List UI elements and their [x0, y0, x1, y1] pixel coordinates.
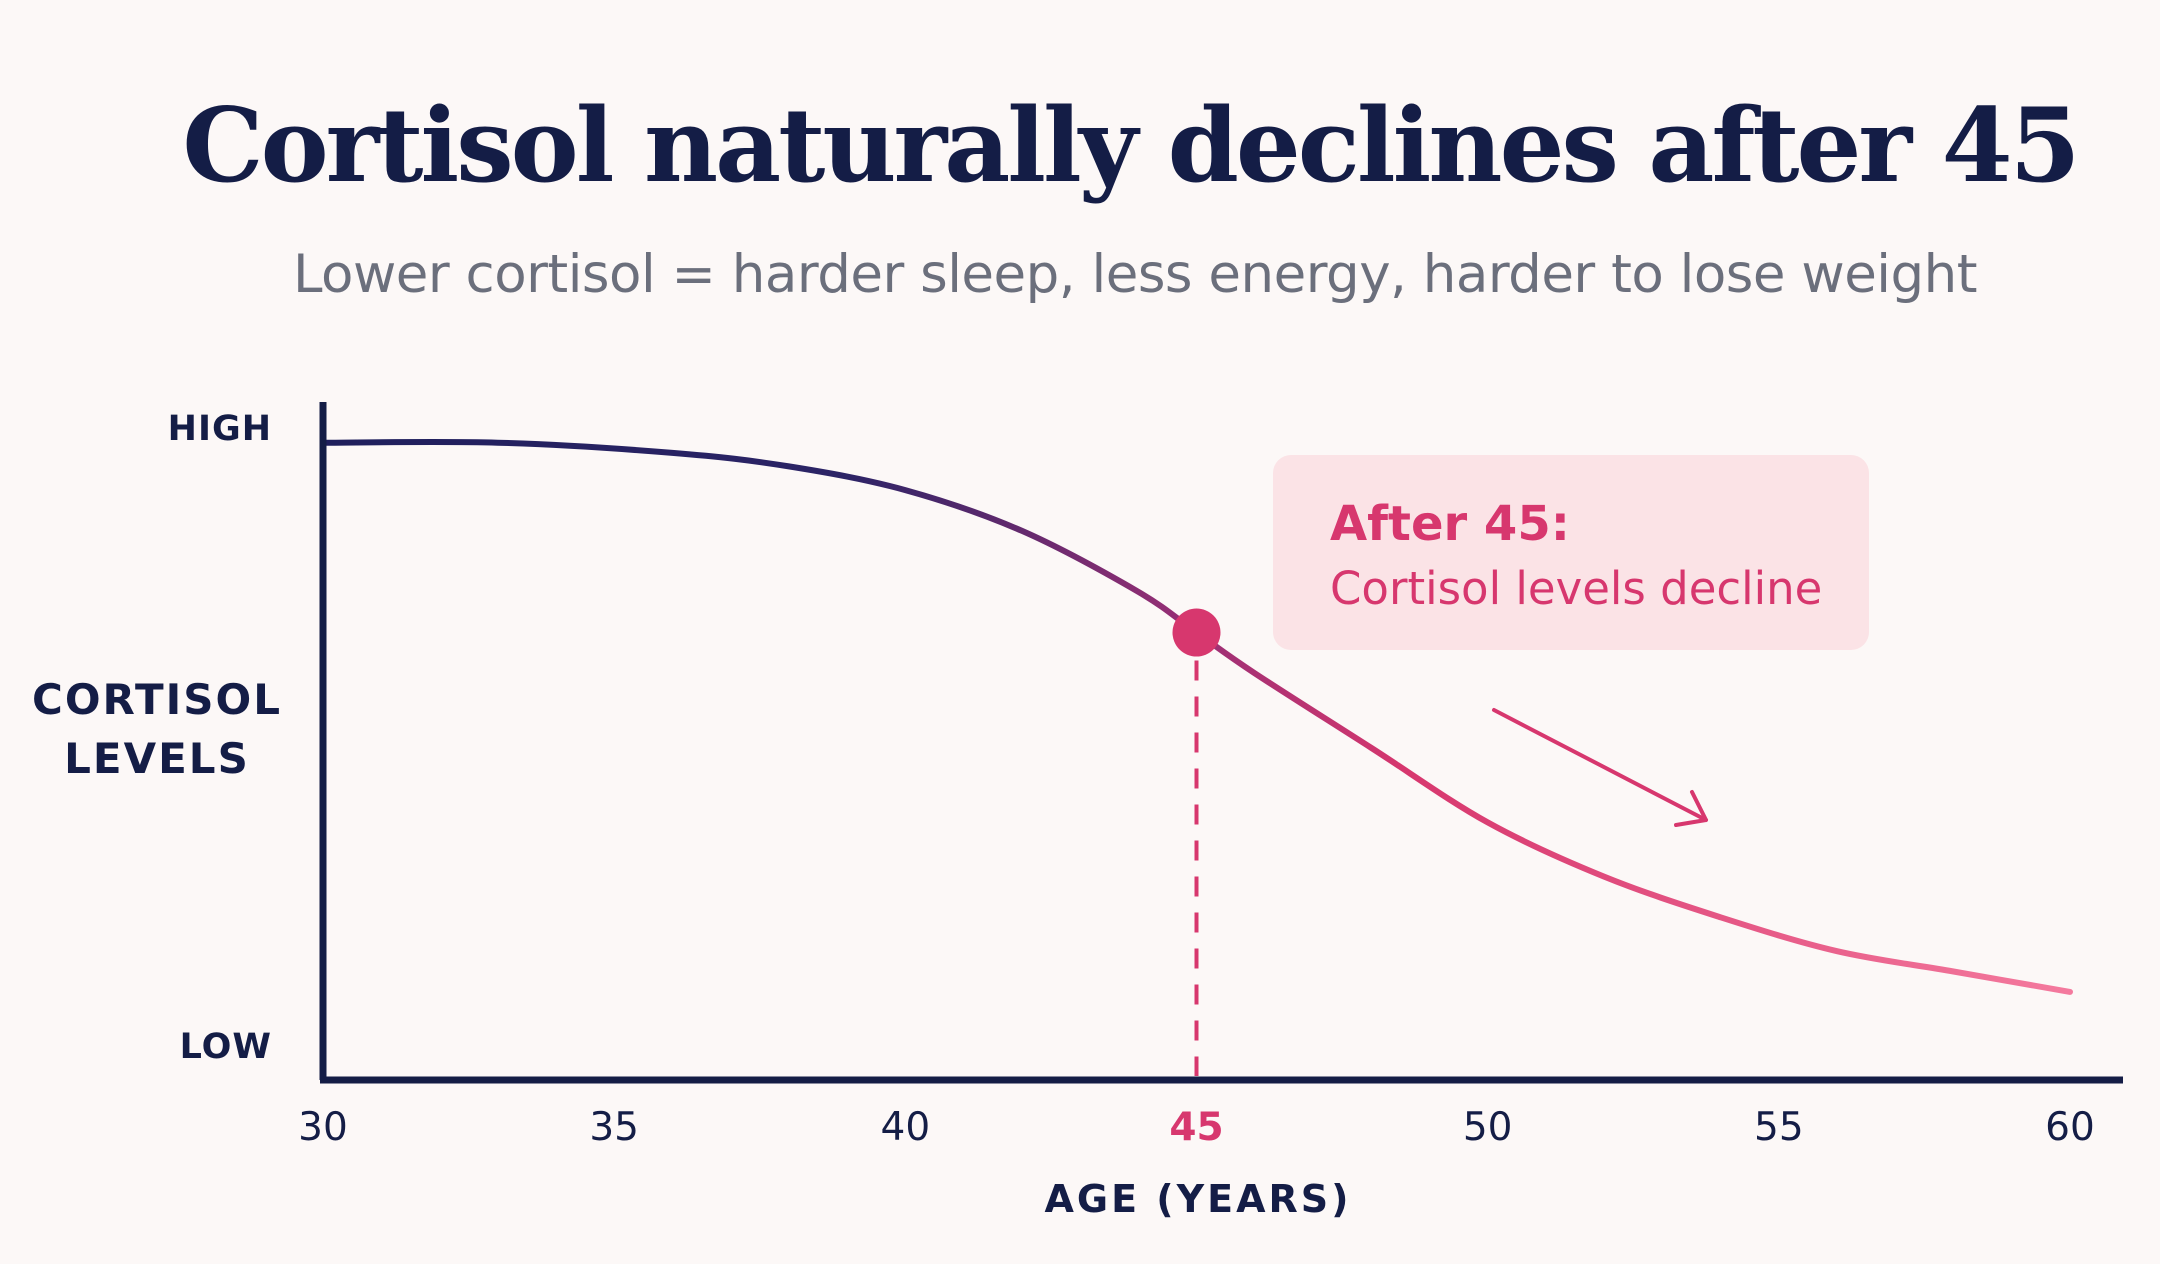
age-45-marker — [1172, 608, 1221, 657]
x-tick-labels: 30 35 40 45 50 55 60 — [298, 1105, 2095, 1150]
y-label-low: LOW — [180, 1027, 272, 1067]
x-tick-label-45: 45 — [1169, 1105, 1223, 1150]
y-axis-title-line-1: CORTISOL — [32, 675, 282, 724]
x-axis-title: AGE (YEARS) — [1044, 1177, 1351, 1221]
chart-subtitle: Lower cortisol = harder sleep, less ener… — [292, 244, 1978, 305]
x-tick-label-40: 40 — [881, 1105, 931, 1150]
cortisol-curve — [320, 438, 2073, 995]
x-tick-label-60: 60 — [2045, 1105, 2095, 1150]
decline-arrow-icon — [1492, 708, 1708, 827]
annotation-heading: After 45: — [1330, 496, 1570, 552]
annotation-box — [1273, 455, 1869, 650]
x-tick-label-35: 35 — [589, 1105, 639, 1150]
chart-title: Cortisol naturally declines after 45 — [182, 86, 2080, 206]
x-tick-label-50: 50 — [1463, 1105, 1513, 1150]
y-axis-title-line-2: LEVELS — [64, 734, 250, 783]
annotation-text: Cortisol levels decline — [1330, 562, 1822, 615]
y-label-high: HIGH — [168, 409, 272, 449]
x-tick-label-30: 30 — [298, 1105, 348, 1150]
x-tick-label-55: 55 — [1754, 1105, 1804, 1150]
